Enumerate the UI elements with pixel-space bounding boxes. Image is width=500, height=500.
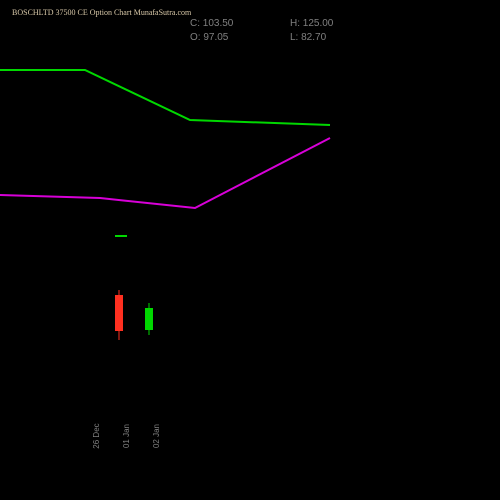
marker-dash (115, 235, 127, 237)
candlesticks (115, 290, 153, 340)
x-tick-label: 01 Jan (122, 416, 131, 456)
lower-band-line (0, 138, 330, 208)
x-tick-label: 26 Dec (92, 416, 101, 456)
chart-svg (0, 0, 500, 500)
upper-band-line (0, 70, 330, 125)
x-tick-label: 02 Jan (152, 416, 161, 456)
